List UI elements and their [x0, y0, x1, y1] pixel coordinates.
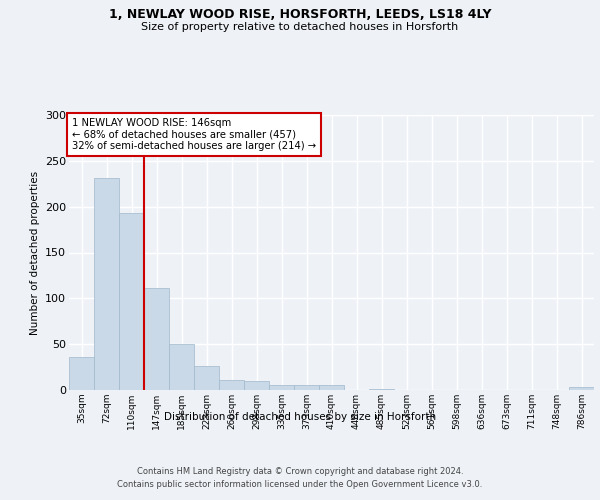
- Text: Contains HM Land Registry data © Crown copyright and database right 2024.
Contai: Contains HM Land Registry data © Crown c…: [118, 468, 482, 489]
- Text: 1, NEWLAY WOOD RISE, HORSFORTH, LEEDS, LS18 4LY: 1, NEWLAY WOOD RISE, HORSFORTH, LEEDS, L…: [109, 8, 491, 20]
- Bar: [144, 288, 169, 390]
- Text: Distribution of detached houses by size in Horsforth: Distribution of detached houses by size …: [164, 412, 436, 422]
- Bar: [369, 389, 394, 390]
- Bar: [194, 366, 219, 390]
- Bar: [219, 380, 244, 390]
- Bar: [94, 178, 119, 390]
- Bar: [319, 386, 344, 390]
- Text: Size of property relative to detached houses in Horsforth: Size of property relative to detached ho…: [142, 22, 458, 32]
- Bar: [244, 381, 269, 390]
- Bar: [119, 213, 144, 390]
- Y-axis label: Number of detached properties: Number of detached properties: [29, 170, 40, 334]
- Bar: [69, 357, 94, 390]
- Bar: [169, 344, 194, 390]
- Bar: [569, 387, 594, 390]
- Text: 1 NEWLAY WOOD RISE: 146sqm
← 68% of detached houses are smaller (457)
32% of sem: 1 NEWLAY WOOD RISE: 146sqm ← 68% of deta…: [71, 118, 316, 151]
- Bar: [294, 386, 319, 390]
- Bar: [269, 386, 294, 390]
